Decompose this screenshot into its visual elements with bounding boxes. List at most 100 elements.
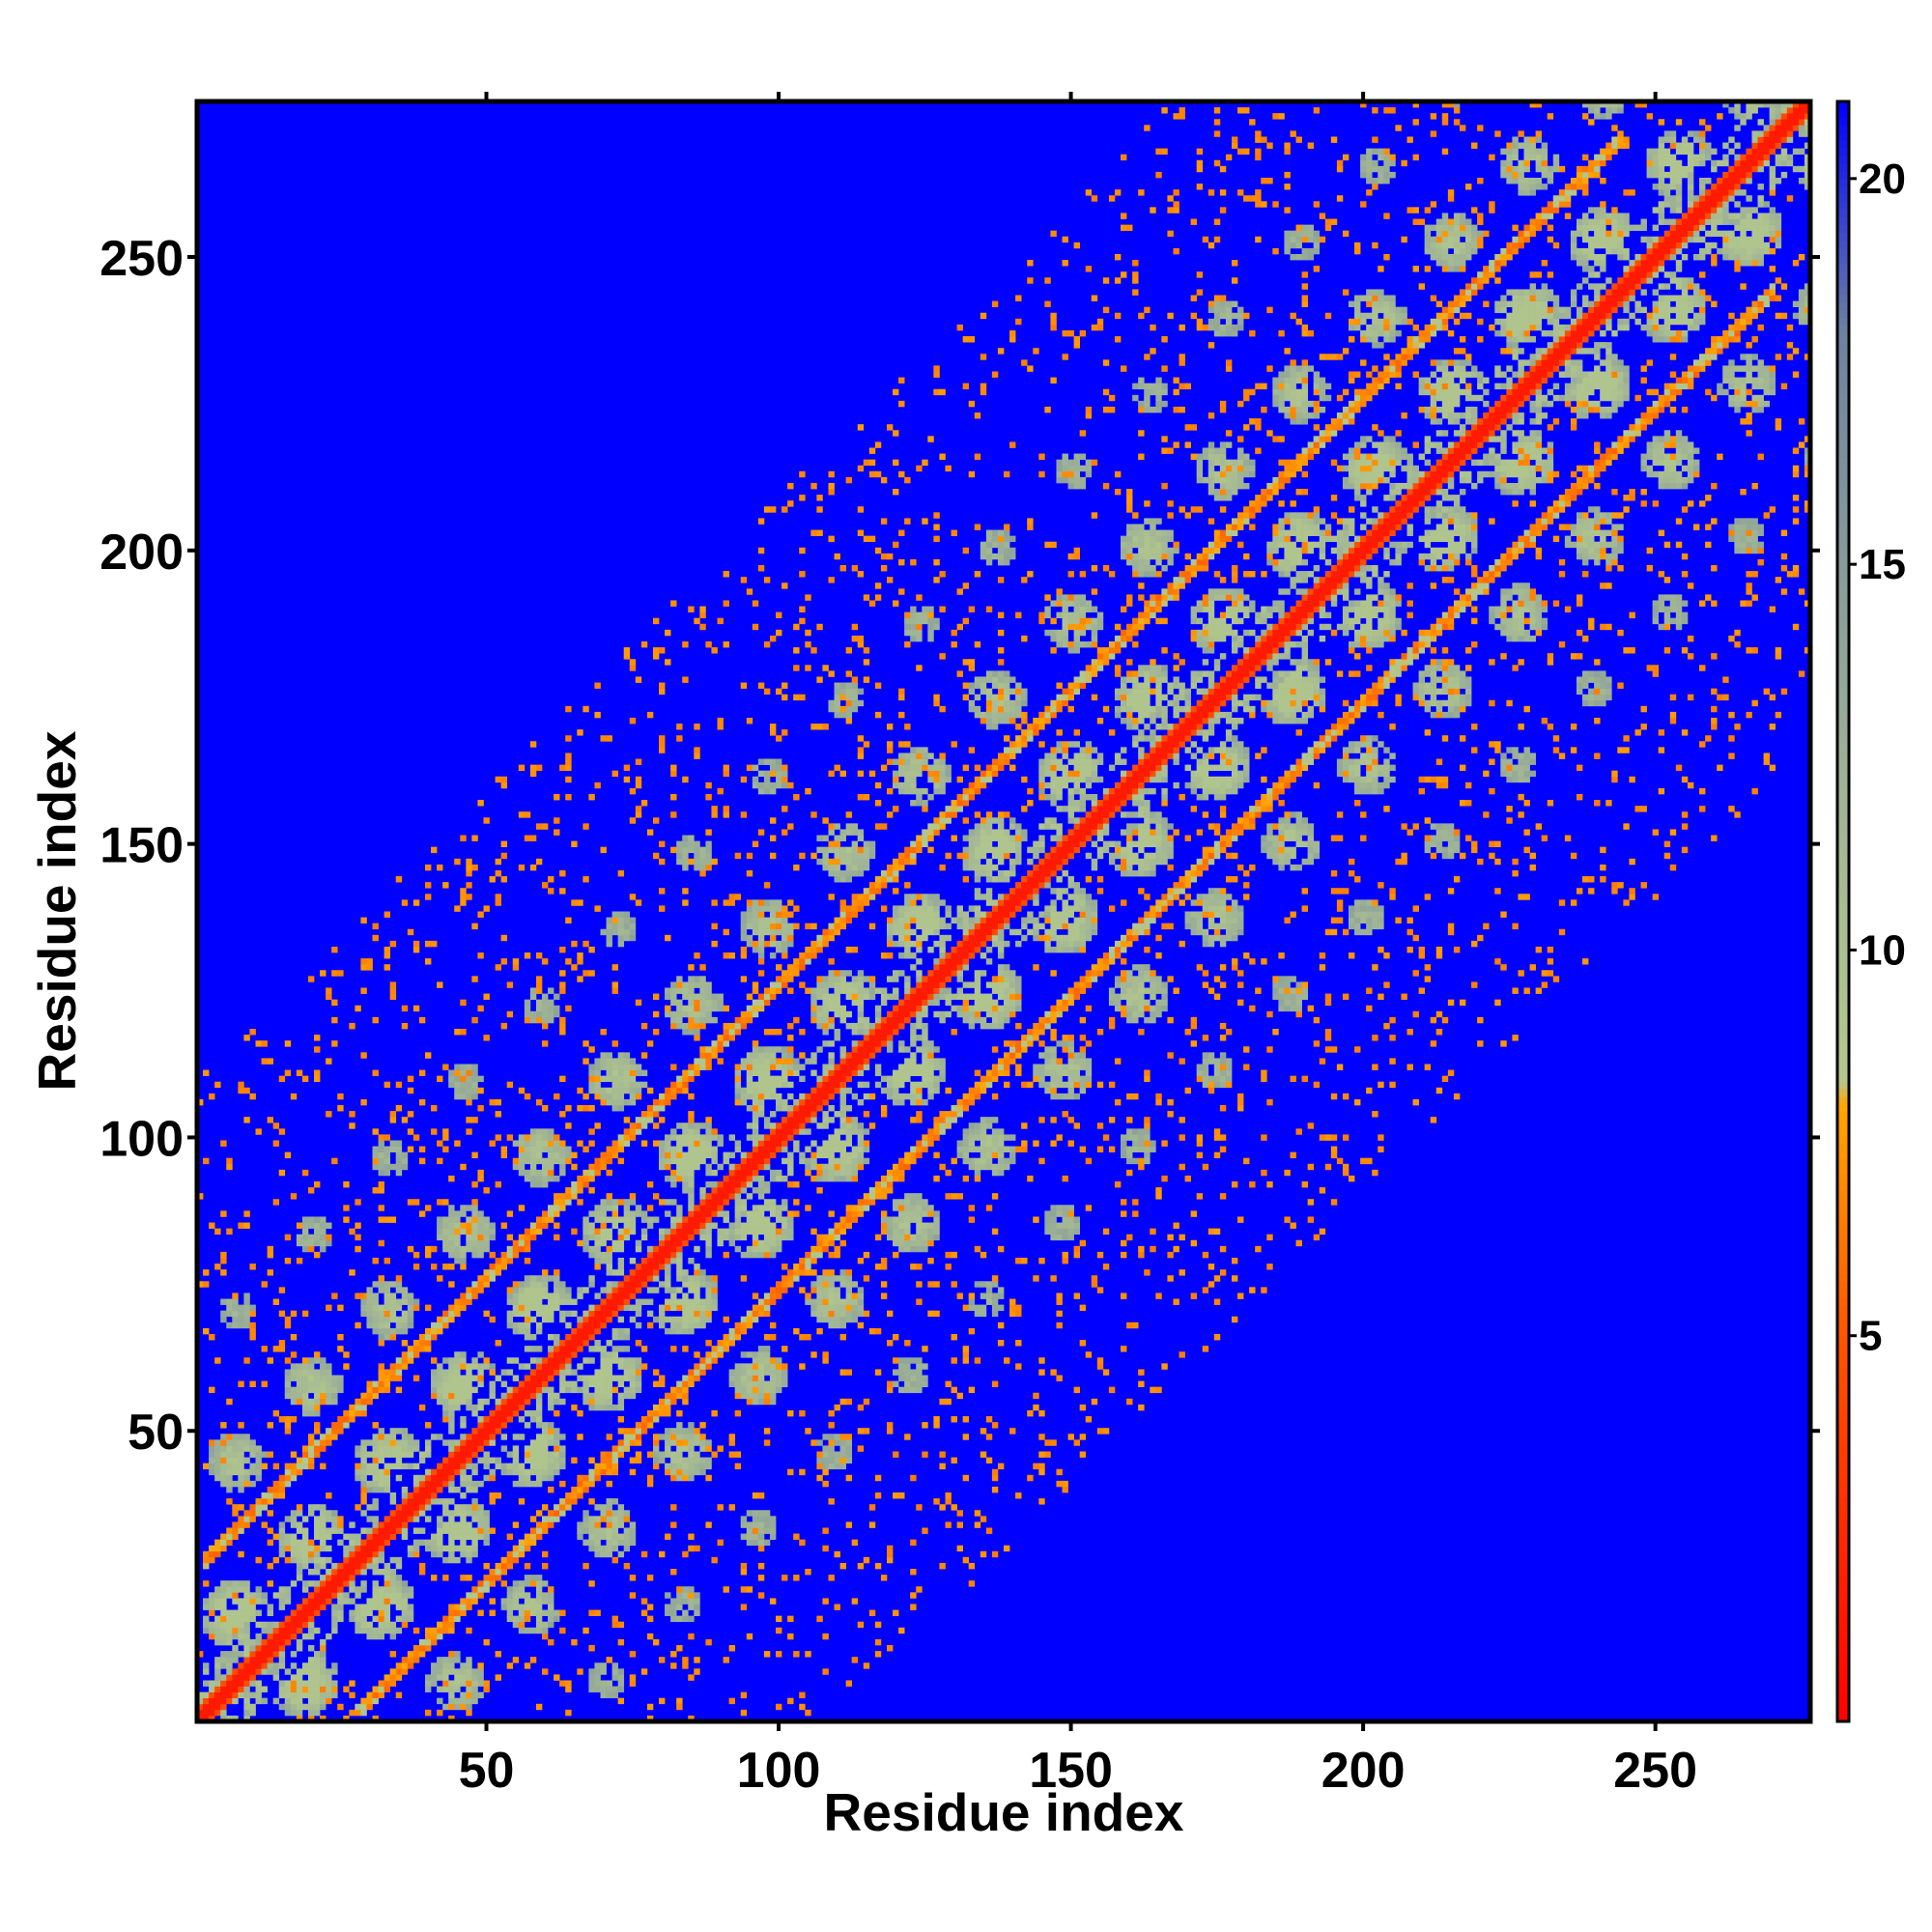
heatmap-cell xyxy=(529,1580,537,1587)
heatmap-cell xyxy=(699,606,706,612)
heatmap-cell xyxy=(301,1239,309,1247)
heatmap-cell xyxy=(326,1058,332,1065)
heatmap-cell xyxy=(238,1468,244,1476)
heatmap-cell xyxy=(699,981,706,988)
heatmap-cell xyxy=(629,1216,637,1223)
heatmap-cell xyxy=(582,1228,589,1236)
heatmap-cell xyxy=(548,1010,554,1018)
heatmap-cell xyxy=(711,1222,718,1229)
heatmap-cell xyxy=(524,1275,531,1282)
heatmap-cell xyxy=(401,1621,409,1629)
heatmap-cell xyxy=(518,1205,526,1211)
heatmap-cell xyxy=(460,1293,467,1299)
heatmap-cell xyxy=(407,1662,414,1669)
heatmap-cell xyxy=(500,1398,508,1406)
heatmap-cell xyxy=(757,1592,765,1599)
heatmap-cell xyxy=(635,1281,642,1288)
heatmap-cell xyxy=(822,1122,829,1129)
heatmap-cell xyxy=(565,1346,572,1352)
heatmap-cell xyxy=(307,1662,315,1669)
heatmap-cell xyxy=(483,1680,490,1687)
heatmap-cell xyxy=(705,1281,712,1288)
heatmap-cell xyxy=(197,1651,204,1658)
heatmap-cell xyxy=(699,1234,706,1241)
heatmap-cell xyxy=(787,1615,794,1623)
heatmap-cell xyxy=(460,1228,467,1236)
heatmap-cell xyxy=(535,1533,543,1540)
heatmap-cell xyxy=(442,1468,449,1476)
heatmap-cell xyxy=(606,1480,612,1488)
heatmap-cell xyxy=(278,1416,286,1423)
heatmap-cell xyxy=(600,1369,607,1376)
heatmap-cell xyxy=(384,1310,391,1318)
heatmap-cell xyxy=(582,1562,589,1570)
heatmap-cell xyxy=(746,1316,753,1323)
heatmap-cell xyxy=(437,1434,443,1440)
heatmap-cell xyxy=(296,1521,303,1528)
heatmap-cell xyxy=(752,1175,759,1182)
heatmap-cell xyxy=(828,1134,835,1141)
heatmap-cell xyxy=(326,1697,332,1705)
heatmap-cell xyxy=(588,1457,595,1464)
heatmap-cell xyxy=(769,1228,777,1236)
heatmap-cell xyxy=(477,911,484,918)
heatmap-cell xyxy=(822,1287,829,1293)
heatmap-cell xyxy=(466,1474,472,1482)
heatmap-cell xyxy=(822,1527,829,1534)
heatmap-cell xyxy=(278,1128,286,1135)
heatmap-cell xyxy=(787,1022,794,1030)
heatmap-cell xyxy=(699,1005,706,1012)
heatmap-cell xyxy=(705,1457,712,1464)
heatmap-cell xyxy=(454,1245,461,1253)
heatmap-cell xyxy=(466,1486,472,1493)
heatmap-cell xyxy=(787,964,794,971)
heatmap-cell xyxy=(665,1609,671,1616)
heatmap-cell xyxy=(326,1598,332,1605)
heatmap-cell xyxy=(670,1615,677,1623)
heatmap-cell xyxy=(822,1357,829,1364)
heatmap-cell xyxy=(828,923,835,930)
heatmap-cell xyxy=(769,835,777,841)
heatmap-cell xyxy=(688,1321,695,1329)
heatmap-cell xyxy=(471,1016,478,1024)
heatmap-cell xyxy=(500,958,508,965)
heatmap-cell xyxy=(577,1340,583,1347)
heatmap-cell xyxy=(378,1187,384,1194)
heatmap-cell xyxy=(554,1445,560,1452)
heatmap-cell xyxy=(518,1310,526,1318)
heatmap-cell xyxy=(769,1363,777,1370)
heatmap-cell xyxy=(734,1064,742,1070)
heatmap-cell xyxy=(197,1709,204,1717)
heatmap-cell xyxy=(559,946,566,953)
heatmap-cell xyxy=(688,1428,695,1435)
heatmap-cell xyxy=(606,1545,612,1552)
heatmap-cell xyxy=(220,1298,227,1305)
heatmap-cell xyxy=(301,1662,309,1669)
heatmap-cell xyxy=(360,1451,367,1458)
heatmap-cell xyxy=(723,1193,729,1200)
heatmap-cell xyxy=(255,1662,262,1669)
heatmap-cell xyxy=(278,1651,286,1658)
heatmap-cell xyxy=(489,1422,496,1429)
heatmap-cell xyxy=(600,1298,607,1305)
heatmap-cell xyxy=(816,1169,823,1177)
heatmap-cell xyxy=(466,1404,472,1411)
heatmap-cell xyxy=(290,1398,298,1406)
heatmap-cell xyxy=(588,1327,595,1335)
heatmap-cell xyxy=(301,1216,309,1223)
heatmap-cell xyxy=(524,1151,531,1159)
heatmap-cell xyxy=(816,1087,823,1094)
heatmap-cell xyxy=(412,1439,420,1446)
heatmap-cell xyxy=(646,1451,654,1458)
heatmap-cell xyxy=(594,1539,601,1547)
heatmap-cell xyxy=(249,1674,256,1681)
heatmap-cell xyxy=(694,1157,700,1165)
heatmap-cell xyxy=(424,1686,432,1692)
heatmap-cell xyxy=(582,1234,589,1241)
heatmap-cell xyxy=(816,940,823,948)
heatmap-cell xyxy=(799,1128,806,1135)
heatmap-cell xyxy=(629,1527,637,1534)
heatmap-cell xyxy=(699,1157,706,1165)
heatmap-cell xyxy=(629,1428,637,1435)
heatmap-cell xyxy=(769,911,777,918)
